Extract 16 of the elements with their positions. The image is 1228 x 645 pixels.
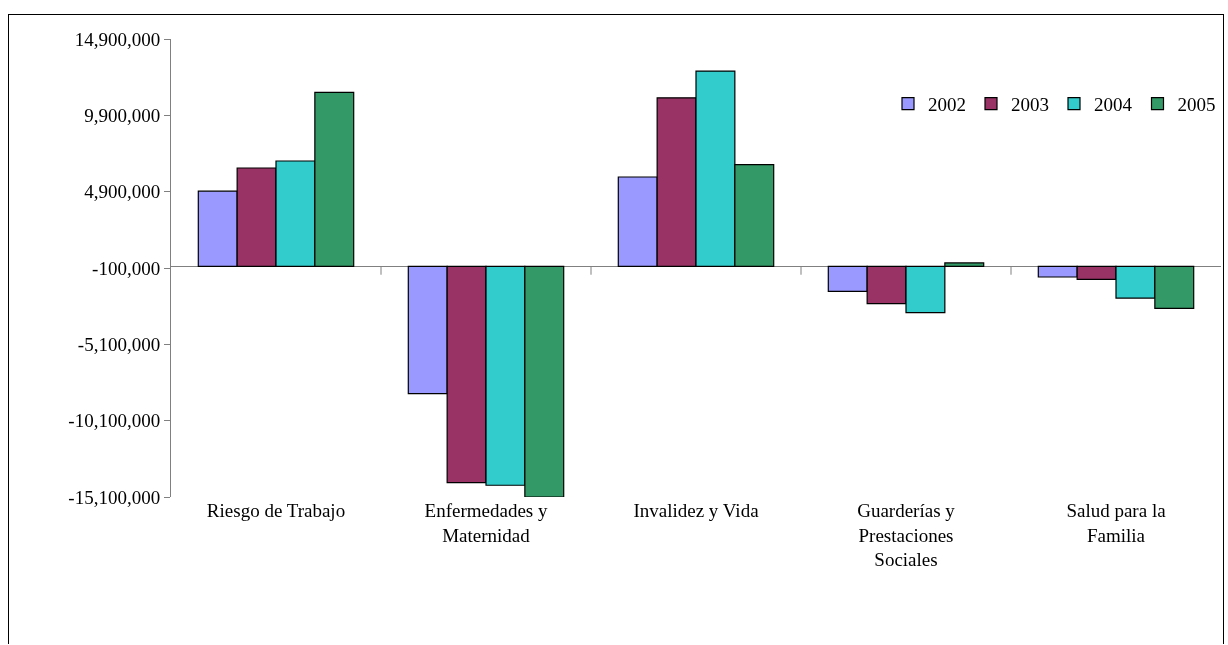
legend-label: 2002: [928, 94, 966, 116]
x-tick-label: Salud para la Familia: [1066, 500, 1167, 546]
x-tick-label: Invalidez y Vida: [633, 500, 760, 521]
x-tick-label: Enfermedades y Maternidad: [424, 500, 548, 546]
y-tick-label: 4,900,000: [84, 181, 161, 203]
legend-label: 2005: [1177, 94, 1216, 116]
y-tick-label: -10,100,000: [68, 410, 161, 432]
legend-label: 2004: [1094, 94, 1133, 116]
y-tick-label: -100,000: [92, 257, 161, 279]
y-tick-label: 14,900,000: [74, 28, 161, 50]
y-tick-label: -5,100,000: [77, 333, 161, 355]
legend-label: 2003: [1011, 94, 1049, 116]
y-tick-label: 9,900,000: [84, 104, 161, 126]
x-tick-label: Riesgo de Trabajo: [206, 500, 346, 521]
x-tick-label: Guarderías y Prestaciones Sociales: [857, 500, 956, 571]
y-tick-label: -15,100,000: [68, 486, 161, 508]
